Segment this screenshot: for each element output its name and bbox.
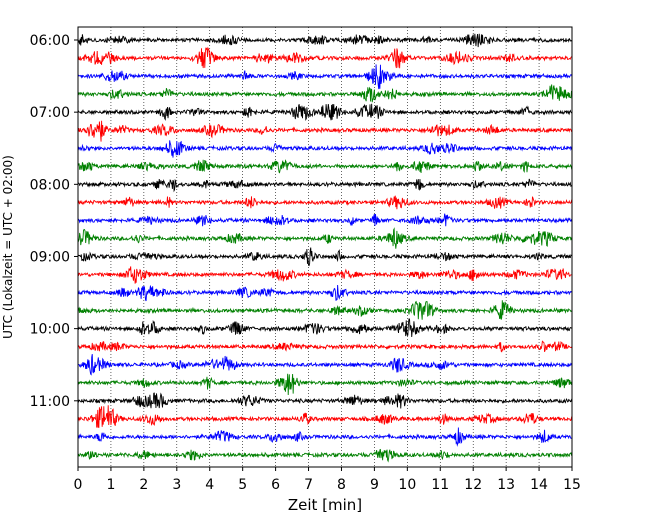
trace-0645 bbox=[77, 84, 573, 103]
x-axis-ticks: 0 1 2 3 4 5 6 7 8 9 10 11 12 13 14 15 bbox=[74, 467, 581, 493]
trace-1045 bbox=[77, 373, 573, 395]
x-tick-label-4: 4 bbox=[205, 477, 214, 493]
x-tick-label-9: 9 bbox=[370, 477, 379, 493]
x-tick-label-12: 12 bbox=[464, 477, 482, 493]
plot-frame bbox=[77, 26, 573, 468]
trace-1115 bbox=[77, 405, 573, 429]
trace-1130 bbox=[77, 427, 573, 447]
grid-lines bbox=[110, 27, 540, 467]
trace-0945 bbox=[77, 300, 573, 320]
trace-0600 bbox=[77, 33, 573, 48]
trace-1100 bbox=[77, 392, 573, 409]
trace-0800 bbox=[77, 178, 573, 193]
trace-0630 bbox=[77, 64, 573, 90]
trace-1015 bbox=[77, 340, 573, 353]
x-tick-label-2: 2 bbox=[139, 477, 148, 493]
x-tick-label-10: 10 bbox=[398, 477, 416, 493]
trace-0815 bbox=[77, 195, 573, 210]
x-tick-label-14: 14 bbox=[530, 477, 548, 493]
y-tick-label-0700: 07:00 bbox=[30, 105, 70, 121]
y-tick-label-1000: 10:00 bbox=[30, 322, 70, 338]
x-tick-label-0: 0 bbox=[74, 477, 83, 493]
trace-0715 bbox=[77, 120, 573, 142]
y-axis-ticks: 06:00 07:00 08:00 09:00 10:00 11:00 bbox=[30, 33, 78, 410]
x-tick-label-11: 11 bbox=[431, 477, 449, 493]
x-tick-label-7: 7 bbox=[304, 477, 313, 493]
y-tick-label-0800: 08:00 bbox=[30, 177, 70, 193]
trace-0830 bbox=[77, 213, 573, 227]
x-axis-label: Zeit [min] bbox=[288, 496, 362, 514]
trace-1030 bbox=[77, 354, 573, 376]
y-tick-label-0600: 06:00 bbox=[30, 33, 70, 49]
x-tick-label-3: 3 bbox=[172, 477, 181, 493]
trace-1000 bbox=[77, 318, 573, 337]
trace-0745 bbox=[77, 159, 573, 174]
y-tick-label-1100: 11:00 bbox=[30, 394, 70, 410]
trace-0845 bbox=[77, 227, 573, 249]
trace-0900 bbox=[77, 247, 573, 267]
x-tick-label-6: 6 bbox=[271, 477, 280, 493]
trace-0700 bbox=[77, 103, 573, 122]
trace-0915 bbox=[77, 266, 573, 284]
trace-1145 bbox=[77, 448, 573, 463]
x-tick-label-15: 15 bbox=[563, 477, 581, 493]
x-tick-label-5: 5 bbox=[238, 477, 247, 493]
x-tick-label-13: 13 bbox=[497, 477, 515, 493]
y-axis-label: UTC (Lokalzeit = UTC + 02:00) bbox=[1, 155, 15, 339]
y-tick-label-0900: 09:00 bbox=[30, 249, 70, 265]
plot-area bbox=[78, 27, 572, 467]
trace-0930 bbox=[77, 284, 573, 302]
trace-0730 bbox=[77, 140, 573, 158]
trace-rows bbox=[77, 33, 573, 463]
x-tick-label-1: 1 bbox=[106, 477, 115, 493]
x-tick-label-8: 8 bbox=[337, 477, 346, 493]
trace-0615 bbox=[77, 46, 573, 69]
